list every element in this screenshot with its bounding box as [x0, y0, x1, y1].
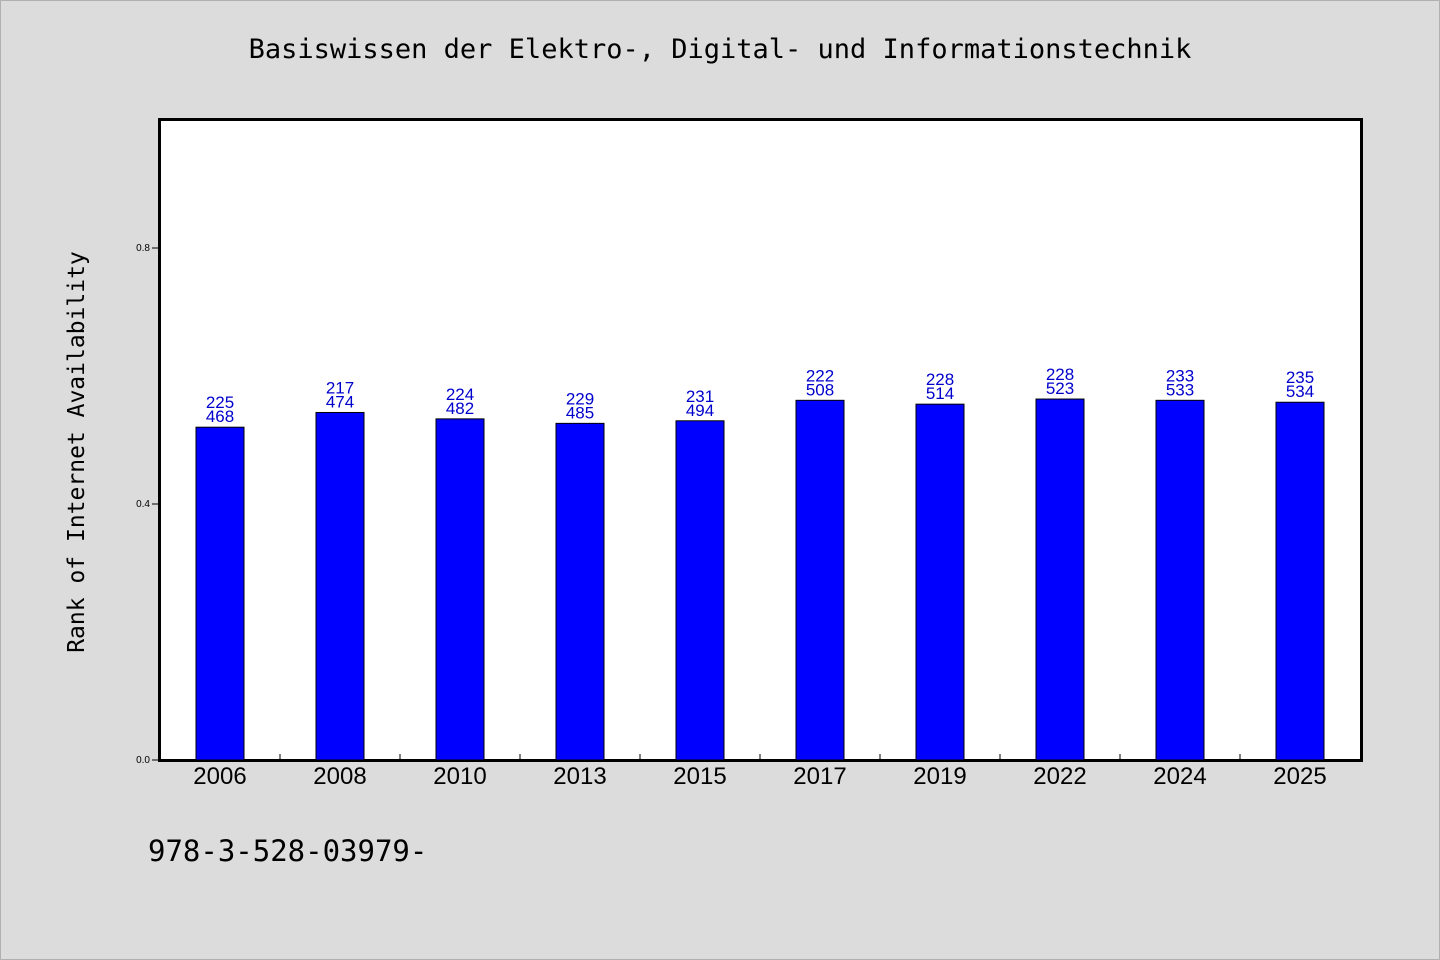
x-tick-label: 2015 — [673, 763, 726, 790]
bar — [435, 418, 485, 761]
isbn-text: 978-3-528-03979- — [148, 834, 428, 868]
bar — [915, 403, 965, 761]
bar-label-upper: 224 — [446, 385, 474, 404]
bar-label-upper: 231 — [686, 387, 714, 406]
bar — [1155, 399, 1205, 761]
x-tick-label: 2006 — [193, 763, 246, 790]
bar-label-lower: 533 — [1166, 380, 1194, 399]
bar — [315, 411, 365, 761]
bar-label-lower: 494 — [686, 401, 714, 420]
y-tick-label: 0.8 — [136, 243, 150, 254]
x-tick-label: 2017 — [793, 763, 846, 790]
chart-title: Basiswissen der Elektro-, Digital- und I… — [248, 34, 1192, 65]
bar-label-lower: 514 — [926, 384, 954, 403]
x-tick-label: 2008 — [313, 763, 366, 790]
bar — [195, 426, 245, 761]
bar — [1035, 398, 1085, 761]
y-tick-label: 0.0 — [136, 755, 150, 766]
y-axis: 0.0 0.4 0.8 — [136, 243, 160, 766]
x-tick-label: 2019 — [913, 763, 966, 790]
bar — [555, 422, 605, 761]
bar-label-lower: 468 — [206, 407, 234, 426]
bar-label-upper: 217 — [326, 378, 354, 397]
bar-label-upper: 228 — [1046, 365, 1074, 384]
bar-label-upper: 222 — [806, 366, 834, 385]
bar-label-lower: 485 — [566, 403, 594, 422]
x-axis: 2006 2008 2010 2013 2015 2017 2019 2022 2024 2025 — [193, 754, 1327, 790]
bar-label-upper: 233 — [1166, 366, 1194, 385]
x-tick-label: 2013 — [553, 763, 606, 790]
x-tick-label: 2010 — [433, 763, 486, 790]
x-tick-label: 2022 — [1033, 763, 1086, 790]
bar-label-lower: 508 — [806, 380, 834, 399]
bar-label-upper: 229 — [566, 389, 594, 408]
x-tick-label: 2025 — [1273, 763, 1326, 790]
bar — [1275, 401, 1325, 761]
x-tick-label: 2024 — [1153, 763, 1206, 790]
bar-label-lower: 474 — [326, 392, 354, 411]
bar-label-lower: 534 — [1286, 382, 1314, 401]
bar-label-upper: 235 — [1286, 368, 1314, 387]
y-tick-label: 0.4 — [136, 499, 150, 510]
bar — [795, 399, 845, 761]
bar-series — [195, 398, 1325, 761]
bar — [675, 420, 725, 761]
bar-label-upper: 228 — [926, 370, 954, 389]
bar-label-lower: 523 — [1046, 379, 1074, 398]
bar-label-lower: 482 — [446, 399, 474, 418]
bar-label-upper: 225 — [206, 393, 234, 412]
